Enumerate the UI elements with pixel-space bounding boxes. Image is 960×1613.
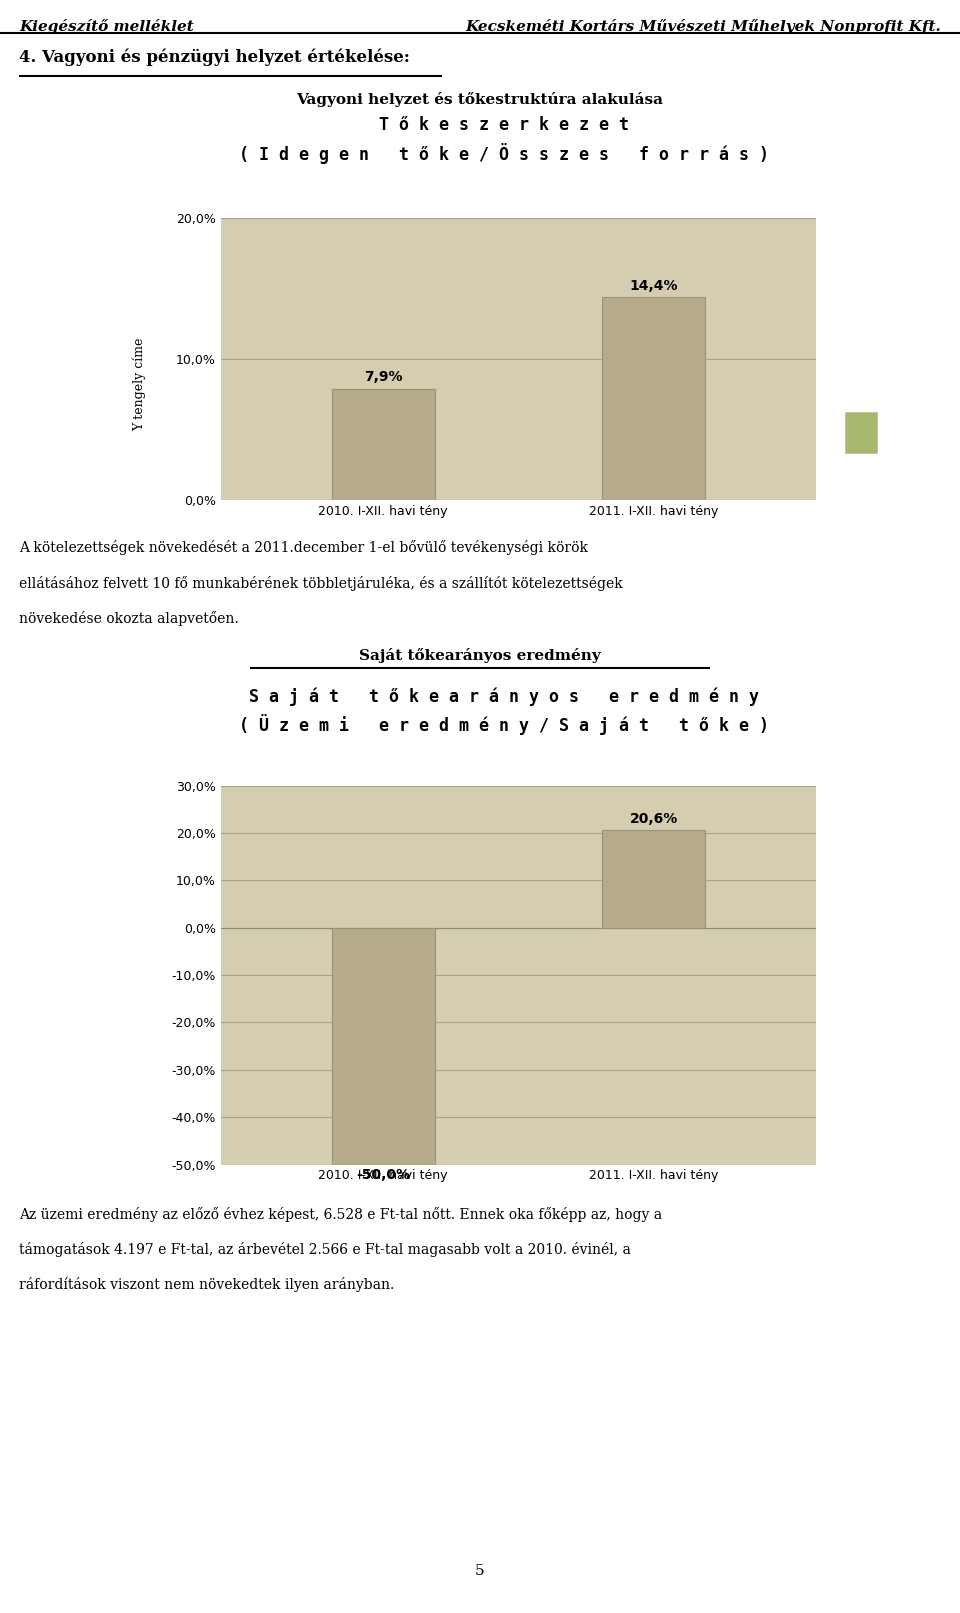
Text: A kötelezettségek növekedését a 2011.december 1-el bővülő tevékenységi körök: A kötelezettségek növekedését a 2011.dec…	[19, 540, 588, 555]
Bar	[332, 389, 435, 500]
Text: -50,0%: -50,0%	[356, 1168, 410, 1182]
Text: 5: 5	[475, 1563, 485, 1578]
Text: Az üzemi eredmény az előző évhez képest, 6.528 e Ft-tal nőtt. Ennek oka főképp a: Az üzemi eredmény az előző évhez képest,…	[19, 1207, 662, 1221]
Text: S a j á t   t ő k e a r á n y o s   e r e d m é n y
( Ü z e m i   e r e d m é n : S a j á t t ő k e a r á n y o s e r e d …	[239, 687, 769, 736]
Text: támogatások 4.197 e Ft-tal, az árbevétel 2.566 e Ft-tal magasabb volt a 2010. év: támogatások 4.197 e Ft-tal, az árbevétel…	[19, 1242, 631, 1257]
Text: T ő k e s z e r k e z e t
( I d e g e n   t ő k e / Ö s s z e s   f o r r á s ): T ő k e s z e r k e z e t ( I d e g e n …	[239, 116, 769, 163]
Text: Kiegészítő melléklet: Kiegészítő melléklet	[19, 19, 194, 34]
Text: Kecskeméti Kortárs Művészeti Műhelyek Nonprofit Kft.: Kecskeméti Kortárs Művészeti Műhelyek No…	[465, 19, 941, 34]
Text: ráfordítások viszont nem növekedtek ilyen arányban.: ráfordítások viszont nem növekedtek ilye…	[19, 1277, 395, 1292]
Text: 14,4%: 14,4%	[630, 279, 678, 292]
Text: Vagyoni helyzet és tőkestruktúra alakulása: Vagyoni helyzet és tőkestruktúra alakulá…	[297, 92, 663, 106]
Bar	[602, 831, 705, 927]
Text: 7,9%: 7,9%	[364, 371, 402, 384]
Bar	[332, 927, 435, 1165]
Text: növekedése okozta alapvetően.: növekedése okozta alapvetően.	[19, 611, 239, 626]
Bar	[602, 297, 705, 500]
Text: Saját tőkearányos eredmény: Saját tőkearányos eredmény	[359, 648, 601, 663]
Text: 4. Vagyoni és pénzügyi helyzet értékelése:: 4. Vagyoni és pénzügyi helyzet értékelés…	[19, 48, 410, 66]
Text: ellátásához felvett 10 fő munkabérének többletjáruléka, és a szállítót kötelezet: ellátásához felvett 10 fő munkabérének t…	[19, 576, 623, 590]
Text: Y tengely címe: Y tengely címe	[132, 337, 146, 431]
Text: 20,6%: 20,6%	[630, 813, 678, 826]
